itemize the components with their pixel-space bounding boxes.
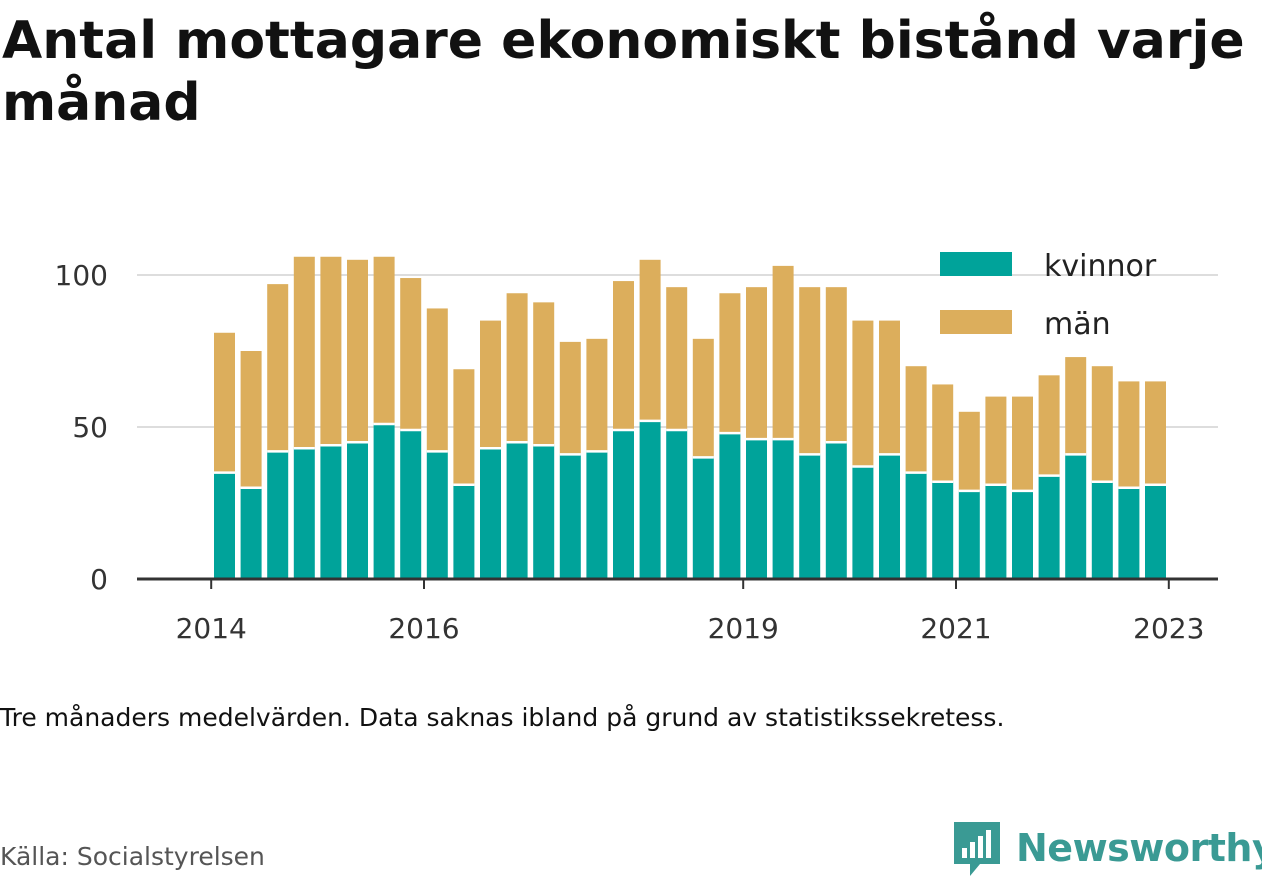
bar-man: [453, 369, 475, 485]
bar-man: [506, 293, 528, 443]
bar-man: [825, 287, 847, 443]
y-tick-label: 100: [55, 259, 108, 292]
bar-man: [639, 259, 661, 421]
legend-swatch: [940, 252, 1012, 276]
bar-kvinnor: [1038, 475, 1060, 579]
newsworthy-logo-icon: [954, 822, 1000, 876]
bar-kvinnor: [480, 448, 501, 579]
bar-man: [799, 287, 821, 455]
bar-kvinnor: [533, 445, 555, 579]
bar-man: [1118, 381, 1140, 488]
bar-kvinnor: [692, 457, 714, 579]
bar-man: [400, 278, 422, 431]
bar-kvinnor: [267, 451, 289, 579]
bar-kvinnor: [958, 490, 980, 579]
legend-label: kvinnor: [1044, 249, 1157, 284]
bar-man: [214, 332, 235, 473]
bar-kvinnor: [613, 430, 634, 579]
bar-kvinnor: [746, 439, 767, 579]
bar-man: [1145, 381, 1166, 485]
bar-man: [772, 265, 794, 440]
bar-man: [533, 302, 555, 446]
bar-kvinnor: [506, 442, 528, 579]
brand-name: Newsworthy: [1016, 826, 1262, 870]
bar-kvinnor: [719, 433, 741, 579]
x-tick-label: 2016: [388, 612, 459, 645]
source-label: Källa: Socialstyrelsen: [0, 842, 265, 871]
bar-man: [267, 284, 289, 452]
bar-kvinnor: [1065, 454, 1087, 579]
bar-kvinnor: [293, 448, 315, 579]
bar-kvinnor: [1012, 490, 1033, 579]
bar-man: [1091, 366, 1113, 482]
x-tick-label: 2021: [920, 612, 991, 645]
bar-kvinnor: [453, 484, 475, 579]
y-tick-label: 0: [90, 563, 108, 596]
bar-kvinnor: [639, 420, 661, 579]
chart-note: Tre månaders medelvärden. Data saknas ib…: [0, 703, 1005, 732]
bar-kvinnor: [426, 451, 448, 579]
chart-title: Antal mottagare ekonomiskt bistånd varje…: [2, 11, 1245, 133]
x-tick-label: 2019: [708, 612, 779, 645]
bar-man: [958, 411, 980, 491]
axes: 0 50 100 2014 2016 2019 2021 2023: [55, 259, 1218, 645]
bar-kvinnor: [1091, 481, 1113, 579]
bar-man: [692, 338, 714, 458]
bar-man: [613, 281, 634, 431]
chart-area: 0 50 100 2014 2016 2019 2021 2023 kvinnor män: [55, 249, 1218, 645]
legend-swatch: [940, 310, 1012, 334]
bar-kvinnor: [772, 439, 794, 579]
bar-kvinnor: [905, 472, 927, 579]
bar-man: [373, 256, 395, 424]
bar-man: [985, 396, 1007, 485]
bar-man: [1065, 357, 1087, 455]
bar-kvinnor: [799, 454, 821, 579]
x-tick-label: 2023: [1133, 612, 1204, 645]
bar-kvinnor: [852, 466, 874, 579]
bar-man: [293, 256, 315, 449]
bar-kvinnor: [932, 481, 954, 579]
bars: [214, 256, 1166, 579]
bar-kvinnor: [586, 451, 608, 579]
bar-kvinnor: [320, 445, 342, 579]
bar-man: [480, 320, 501, 449]
bar-man: [746, 287, 767, 440]
bar-man: [240, 351, 262, 488]
legend: kvinnor män: [940, 249, 1157, 342]
bar-kvinnor: [825, 442, 847, 579]
x-tick-label: 2014: [176, 612, 247, 645]
bar-man: [879, 320, 900, 455]
bar-man: [932, 384, 954, 482]
bar-man: [666, 287, 688, 431]
bar-kvinnor: [879, 454, 900, 579]
bar-kvinnor: [400, 430, 422, 579]
y-tick-label: 50: [72, 411, 108, 444]
bar-kvinnor: [347, 442, 368, 579]
legend-label: män: [1044, 307, 1111, 342]
bar-kvinnor: [373, 423, 395, 579]
bar-kvinnor: [559, 454, 581, 579]
bar-man: [905, 366, 927, 473]
bar-man: [719, 293, 741, 434]
bar-kvinnor: [240, 487, 262, 579]
bar-man: [426, 308, 448, 452]
bar-man: [347, 259, 368, 443]
brand-logo: Newsworthy: [950, 818, 1262, 878]
bar-man: [1012, 396, 1033, 491]
bar-man: [586, 338, 608, 452]
bar-kvinnor: [214, 472, 235, 579]
bar-kvinnor: [985, 484, 1007, 579]
bar-man: [320, 256, 342, 446]
bar-kvinnor: [1145, 484, 1166, 579]
bar-kvinnor: [1118, 487, 1140, 579]
bar-man: [852, 320, 874, 467]
bar-man: [1038, 375, 1060, 476]
bar-man: [559, 341, 581, 455]
bar-kvinnor: [666, 430, 688, 579]
